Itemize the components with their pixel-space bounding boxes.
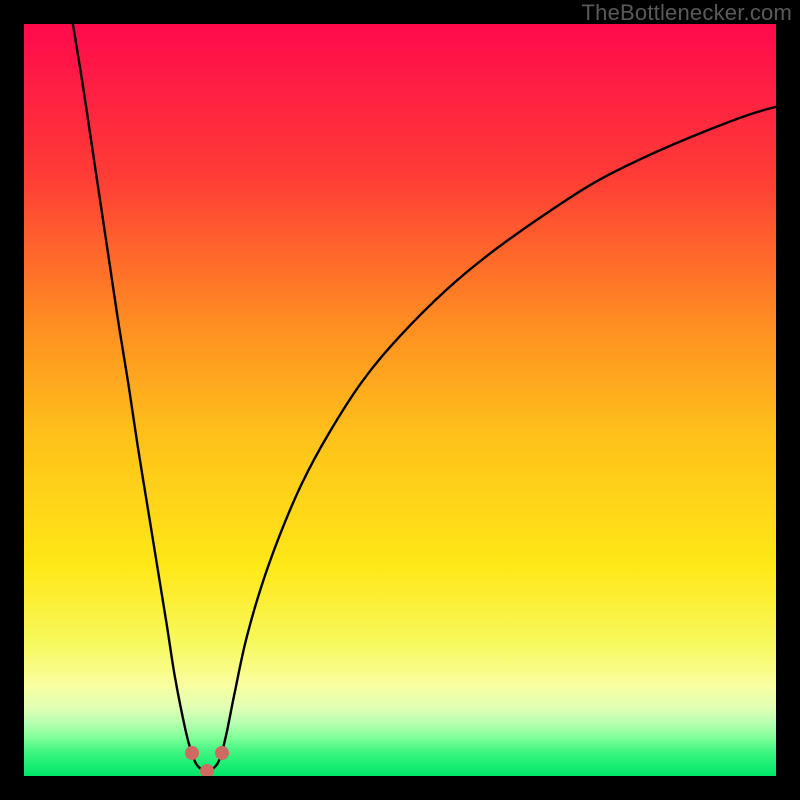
watermark-text: TheBottlenecker.com bbox=[582, 0, 792, 26]
markers-layer bbox=[24, 24, 776, 776]
chart-root: TheBottlenecker.com bbox=[0, 0, 800, 800]
data-point-marker bbox=[200, 764, 214, 776]
data-point-marker bbox=[185, 746, 199, 760]
plot-area bbox=[24, 24, 776, 776]
data-point-marker bbox=[215, 746, 229, 760]
